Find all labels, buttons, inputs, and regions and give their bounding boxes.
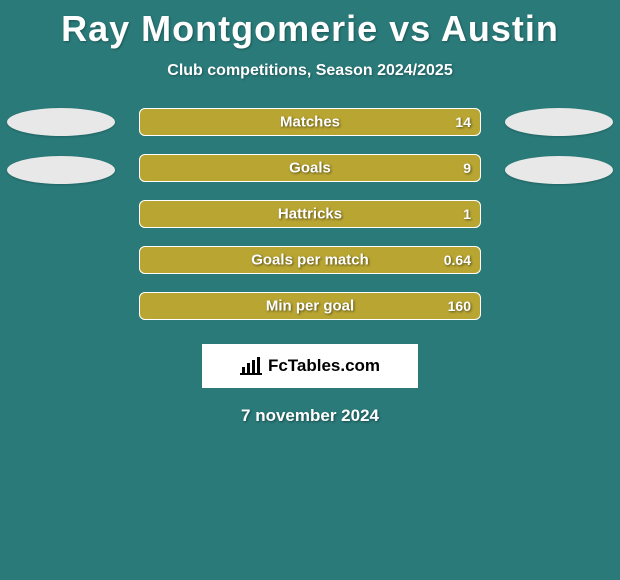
stat-bar-value: 0.64 bbox=[444, 252, 471, 268]
page-title: Ray Montgomerie vs Austin bbox=[0, 0, 620, 50]
stat-bar-value: 1 bbox=[463, 206, 471, 222]
stat-bar-label: Goals bbox=[289, 160, 331, 177]
stat-bar-label: Goals per match bbox=[251, 252, 369, 269]
player-left-column bbox=[6, 108, 116, 184]
player-silhouette-placeholder bbox=[505, 108, 613, 136]
stat-bar-row: Matches 14 bbox=[139, 108, 481, 136]
page-subtitle: Club competitions, Season 2024/2025 bbox=[0, 62, 620, 80]
stat-bar-value: 14 bbox=[455, 114, 471, 130]
player-right-column bbox=[504, 108, 614, 184]
player-silhouette-placeholder bbox=[505, 156, 613, 184]
player-silhouette-placeholder bbox=[7, 108, 115, 136]
stat-bar-row: Goals per match 0.64 bbox=[139, 246, 481, 274]
bar-chart-icon bbox=[240, 357, 262, 375]
stat-bar-value: 160 bbox=[448, 298, 471, 314]
stat-bar-value: 9 bbox=[463, 160, 471, 176]
stat-bar-row: Hattricks 1 bbox=[139, 200, 481, 228]
player-silhouette-placeholder bbox=[7, 156, 115, 184]
stat-bar-label: Hattricks bbox=[278, 206, 342, 223]
brand-box[interactable]: FcTables.com bbox=[202, 344, 418, 388]
brand-text: FcTables.com bbox=[268, 356, 380, 376]
stat-bars: Matches 14 Goals 9 Hattricks 1 Goals per match… bbox=[139, 108, 481, 320]
stat-bar-label: Min per goal bbox=[266, 298, 354, 315]
date-text: 7 november 2024 bbox=[0, 406, 620, 426]
comparison-area: Matches 14 Goals 9 Hattricks 1 Goals per match… bbox=[0, 108, 620, 320]
stat-bar-row: Goals 9 bbox=[139, 154, 481, 182]
stat-bar-label: Matches bbox=[280, 114, 340, 131]
stat-bar-row: Min per goal 160 bbox=[139, 292, 481, 320]
